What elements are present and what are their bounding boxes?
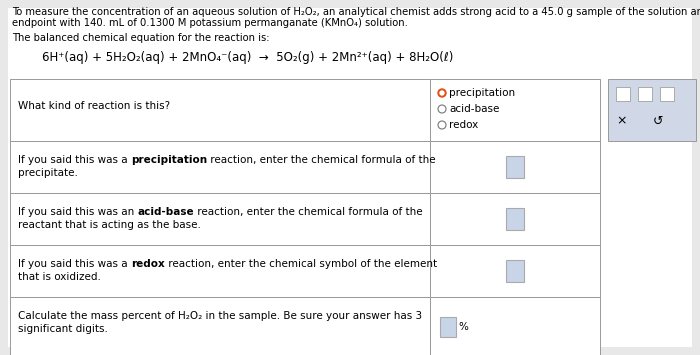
- Bar: [506, 208, 524, 230]
- Bar: [608, 79, 696, 141]
- Text: significant digits.: significant digits.: [18, 324, 108, 334]
- Text: ↺: ↺: [652, 115, 664, 127]
- Bar: [430, 79, 600, 141]
- Bar: [440, 317, 456, 337]
- Bar: [506, 156, 524, 178]
- Text: If you said this was a: If you said this was a: [18, 155, 131, 165]
- Bar: [660, 87, 674, 101]
- Text: acid-base: acid-base: [449, 104, 499, 114]
- Circle shape: [438, 89, 446, 97]
- Text: If you said this was a: If you said this was a: [18, 259, 131, 269]
- Text: What kind of reaction is this?: What kind of reaction is this?: [18, 101, 170, 111]
- Text: precipitation: precipitation: [449, 88, 515, 98]
- Text: 6H⁺(aq) + 5H₂O₂(aq) + 2MnO₄⁻(aq)  →  5O₂(g) + 2Mn²⁺(aq) + 8H₂O(ℓ): 6H⁺(aq) + 5H₂O₂(aq) + 2MnO₄⁻(aq) → 5O₂(g…: [42, 51, 454, 64]
- Bar: [10, 193, 430, 245]
- Bar: [430, 245, 600, 297]
- Text: reaction, enter the chemical symbol of the element: reaction, enter the chemical symbol of t…: [164, 259, 437, 269]
- Text: that is oxidized.: that is oxidized.: [18, 272, 101, 282]
- Text: precipitation: precipitation: [131, 155, 207, 165]
- Text: The balanced chemical equation for the reaction is:: The balanced chemical equation for the r…: [12, 33, 270, 43]
- Text: redox: redox: [131, 259, 164, 269]
- Text: reactant that is acting as the base.: reactant that is acting as the base.: [18, 220, 201, 230]
- Circle shape: [438, 105, 446, 113]
- Text: acid-base: acid-base: [137, 207, 194, 217]
- Bar: [10, 297, 430, 355]
- Text: If you said this was an: If you said this was an: [18, 207, 137, 217]
- Bar: [10, 141, 430, 193]
- Bar: [430, 297, 600, 355]
- Text: reaction, enter the chemical formula of the: reaction, enter the chemical formula of …: [207, 155, 435, 165]
- Text: %: %: [458, 322, 468, 332]
- Text: reaction, enter the chemical formula of the: reaction, enter the chemical formula of …: [194, 207, 423, 217]
- Bar: [10, 79, 430, 141]
- Text: endpoint with 140. mL of 0.1300 M potassium permanganate (KMnO₄) solution.: endpoint with 140. mL of 0.1300 M potass…: [12, 18, 408, 28]
- Text: ×: ×: [617, 115, 627, 127]
- Bar: [616, 87, 630, 101]
- Circle shape: [438, 121, 446, 129]
- Bar: [10, 245, 430, 297]
- Bar: [430, 193, 600, 245]
- Text: precipitate.: precipitate.: [18, 168, 78, 178]
- Bar: [506, 260, 524, 282]
- Text: Calculate the mass percent of H₂O₂ in the sample. Be sure your answer has 3: Calculate the mass percent of H₂O₂ in th…: [18, 311, 422, 321]
- Bar: [430, 141, 600, 193]
- Text: To measure the concentration of an aqueous solution of H₂O₂, an analytical chemi: To measure the concentration of an aqueo…: [12, 7, 700, 17]
- Bar: [638, 87, 652, 101]
- Circle shape: [440, 91, 444, 95]
- Text: redox: redox: [449, 120, 478, 130]
